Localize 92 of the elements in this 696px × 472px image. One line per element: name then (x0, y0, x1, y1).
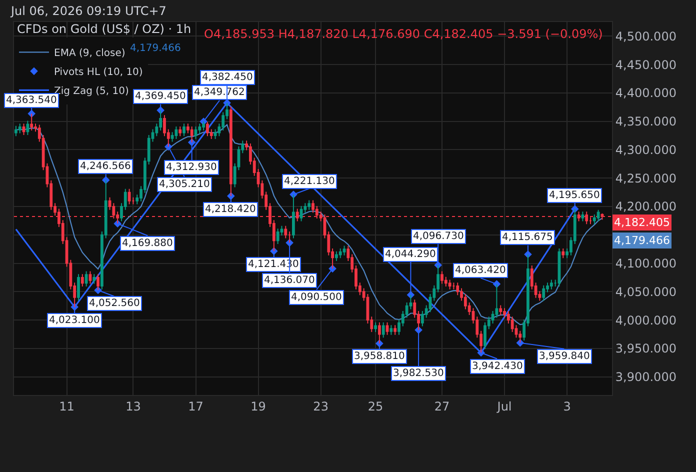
candlestick (308, 200, 311, 210)
candlestick (14, 125, 18, 137)
x-tick-label: 11 (59, 399, 74, 414)
candlestick (202, 120, 206, 131)
data-label: 4,115.675 (502, 232, 553, 243)
y-tick-label: 3,900.000 (615, 370, 676, 384)
candlestick (22, 123, 26, 136)
data-label: 4,218.420 (205, 204, 256, 215)
candlestick (174, 126, 178, 140)
y-tick-label: 4,000.000 (615, 313, 676, 328)
data-label: 4,246.566 (80, 161, 131, 172)
x-tick-label: Jul (496, 399, 512, 414)
candlestick (342, 245, 346, 256)
data-label: 4,023.100 (49, 315, 100, 326)
candlestick (334, 250, 338, 262)
data-label: 3,942.430 (472, 361, 523, 372)
candlestick (394, 324, 397, 336)
data-label: 3,958.810 (354, 351, 405, 362)
x-tick-label: 19 (250, 399, 266, 414)
legend-label: Pivots HL (10, 10) (54, 67, 143, 78)
x-tick-label: 13 (126, 399, 141, 414)
y-tick-label: 4,450.000 (615, 58, 676, 72)
line-series (15, 124, 603, 326)
data-label: 4,312.930 (166, 162, 217, 173)
data-label: 3,982.530 (393, 368, 444, 379)
data-label: 4,369.450 (135, 91, 186, 102)
chart-title: CFDs on Gold (US$ / OZ) · 1h (16, 22, 192, 36)
data-label: 4,169.880 (122, 238, 173, 249)
data-label: 4,090.500 (291, 292, 342, 303)
data-label: 4,195.650 (549, 190, 600, 201)
y-tick-label: 4,250.000 (615, 171, 676, 186)
data-label: 4,096.730 (413, 231, 464, 242)
candlestick (92, 274, 96, 284)
candlestick (499, 304, 502, 316)
candlestick (88, 270, 92, 284)
y-tick-label: 4,100.000 (615, 256, 676, 270)
candlestick (128, 188, 131, 205)
candlestick (386, 322, 389, 336)
candlestick (448, 279, 452, 290)
candlestick (182, 123, 186, 137)
candlestick (592, 214, 596, 225)
y-tick-label: 4,500.000 (615, 29, 676, 44)
legend-label: EMA (9, close) (54, 48, 126, 60)
candlestick (296, 208, 299, 222)
candlestick (77, 274, 80, 302)
candlestick (84, 270, 88, 288)
data-label: 4,044.290 (385, 249, 436, 260)
annotation: O4,185.953 H4,187.820 L4,176.690 C4,182.405 −3.591 (−0.09%) (204, 27, 603, 41)
candlestick (581, 211, 584, 222)
candlestick (542, 284, 546, 302)
text: 4,179.466 (614, 234, 670, 247)
data-label: 4,305.210 (159, 179, 210, 190)
y-tick-label: 4,300.000 (615, 142, 676, 157)
candlestick (562, 248, 565, 259)
annotation: 4,179.466 (130, 43, 181, 54)
candlestick (284, 225, 288, 239)
data-label: 4,221.130 (284, 176, 335, 187)
y-tick-label: 4,350.000 (615, 114, 676, 129)
x-tick-label: 27 (434, 399, 450, 414)
x-tick-label: 3 (563, 399, 571, 414)
candlestick (18, 123, 22, 134)
candlestick (390, 324, 393, 336)
candlestick (194, 126, 198, 140)
candlestick (440, 270, 444, 284)
candlestick (276, 228, 280, 244)
y-tick-label: 4,200.000 (615, 200, 676, 214)
x-tick-label: 23 (313, 399, 328, 414)
x-tick-label: 17 (188, 399, 204, 414)
candlestick (80, 274, 84, 288)
candlestick (178, 126, 182, 137)
data-label: 4,382.450 (202, 72, 253, 83)
candlestick (382, 322, 385, 338)
ref-line-label: 4,182.405 (614, 216, 670, 229)
candlestick (292, 194, 295, 239)
data-label: 4,363.540 (6, 95, 57, 106)
y-tick-label: 4,400.000 (615, 86, 676, 100)
y-tick-label: 4,050.000 (615, 284, 676, 299)
candlestick (26, 120, 30, 136)
candlestick (206, 121, 209, 137)
y-tick-label: 3,950.000 (615, 342, 676, 356)
candlestick (300, 205, 303, 222)
candlestick (374, 322, 377, 332)
candlestick (596, 209, 600, 222)
data-label: 4,136.070 (264, 275, 315, 286)
data-label: 4,052.560 (89, 298, 140, 309)
candlestick (338, 248, 342, 259)
candlestick (550, 279, 553, 290)
text: Jul 06, 2026 09:19 UTC+7 (10, 4, 166, 18)
x-tick-label: 25 (368, 399, 384, 414)
data-label: 4,063.420 (455, 265, 506, 276)
candlestick (96, 274, 100, 291)
data-label: 3,959.840 (539, 351, 590, 362)
